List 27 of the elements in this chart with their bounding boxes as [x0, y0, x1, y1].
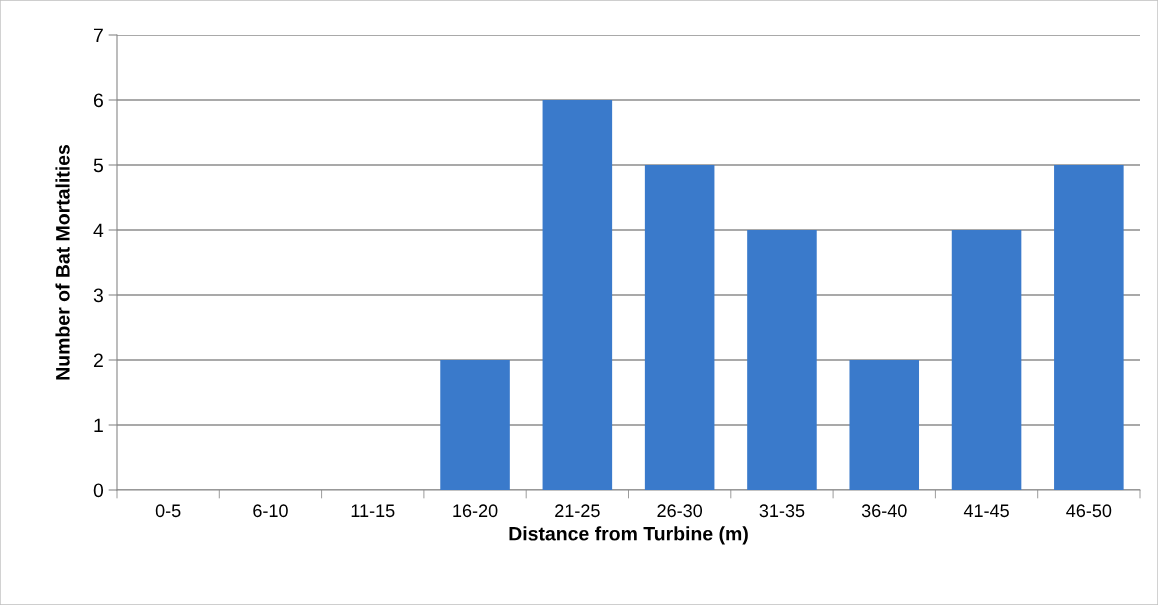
x-tick-label: 36-40 — [861, 504, 907, 518]
bar — [542, 100, 613, 490]
bar — [951, 230, 1022, 490]
y-tick-label: 4 — [93, 223, 104, 238]
y-tick-label: 5 — [93, 158, 103, 173]
x-tick-label: 31-35 — [759, 504, 805, 518]
y-tick-label: 7 — [93, 28, 103, 43]
x-tick-label: 26-30 — [657, 504, 703, 518]
y-tick-label: 2 — [93, 353, 103, 368]
y-tick-label: 1 — [94, 418, 103, 433]
x-axis-title: Distance from Turbine (m) — [509, 526, 748, 545]
y-tick-label: 6 — [93, 93, 103, 108]
bar — [849, 360, 920, 490]
y-tick-label: 0 — [93, 483, 104, 498]
bar — [644, 165, 715, 490]
y-axis-title: Number of Bat Mortalities — [55, 144, 70, 380]
x-tick-label: 21-25 — [555, 504, 600, 518]
x-tick-label: 0-5 — [155, 504, 181, 518]
y-tick-label: 3 — [93, 288, 103, 303]
x-tick-label: 16-20 — [453, 504, 498, 518]
bar — [747, 230, 817, 490]
x-tick-label: 41-45 — [963, 504, 1009, 518]
x-tick-label: 46-50 — [1066, 504, 1112, 518]
bar — [1054, 165, 1124, 490]
x-tick-label: 11-15 — [351, 504, 395, 518]
x-tick-label: 6-10 — [253, 504, 288, 518]
bar — [440, 360, 510, 490]
